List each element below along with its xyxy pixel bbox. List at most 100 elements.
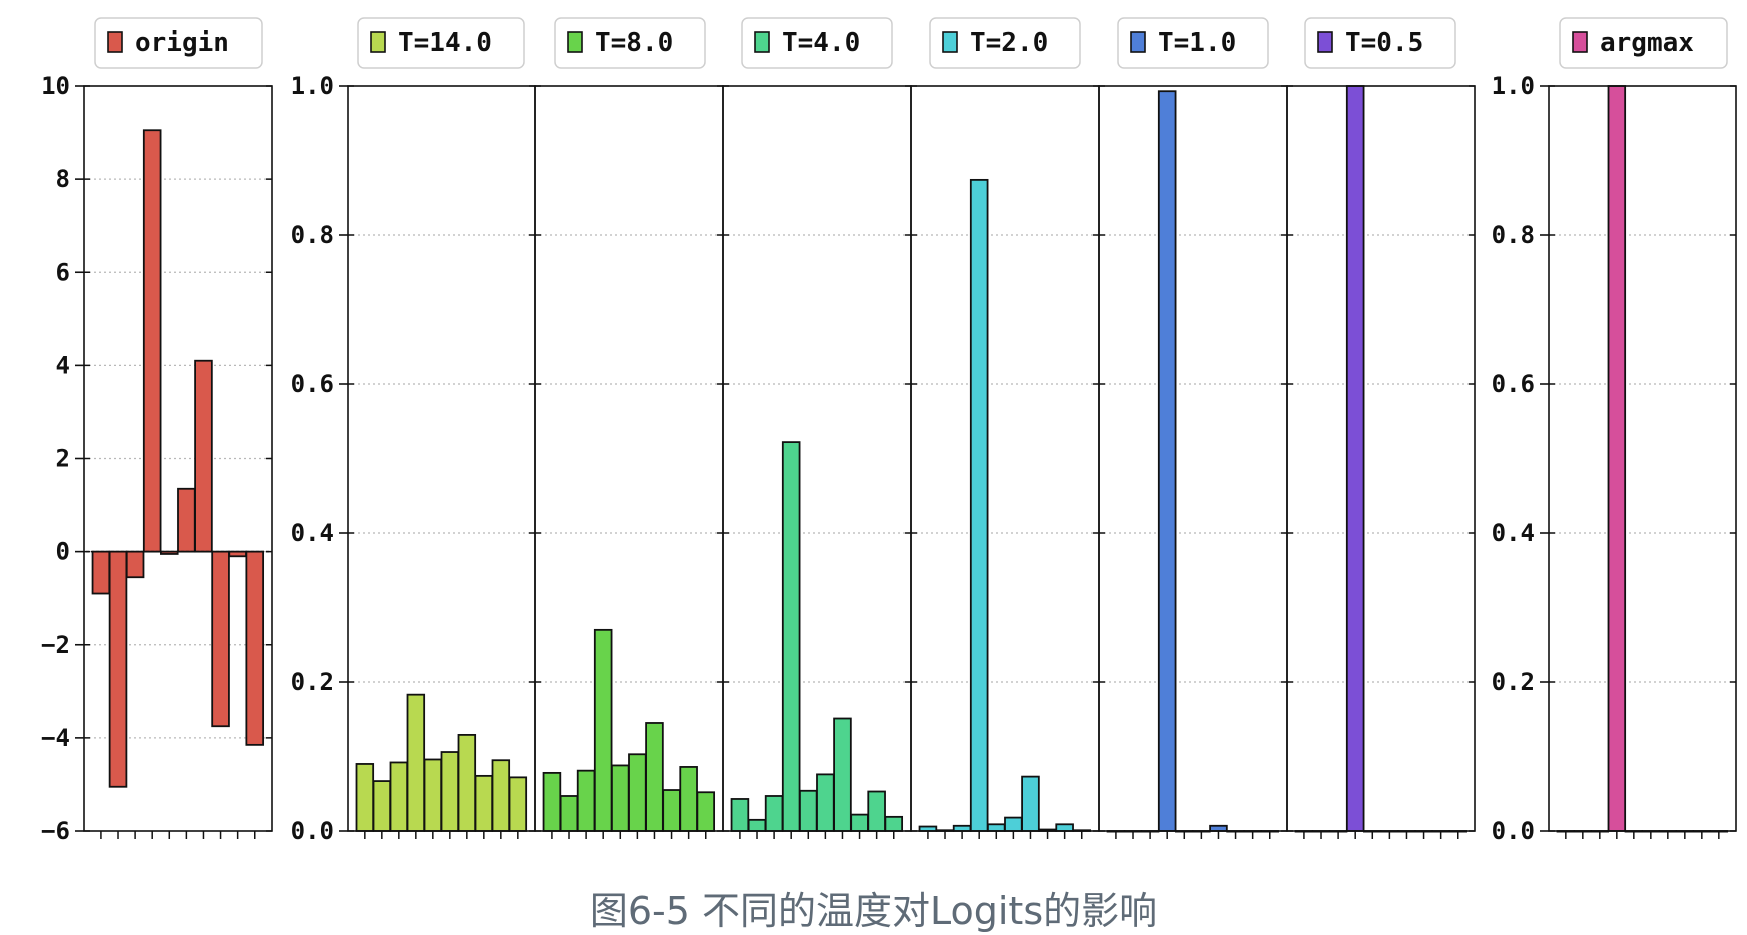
panel-frame-8 (1548, 85, 1737, 832)
bar-7-4 (1345, 85, 1365, 832)
bar-2-8 (474, 774, 494, 832)
y-tick-label-1-2: −4 (41, 724, 70, 752)
bar-1-2 (108, 550, 128, 788)
legend-box-5 (929, 17, 1081, 69)
bar-5-6 (1004, 816, 1023, 832)
bar-2-6 (440, 751, 460, 832)
legend-swatch-5 (942, 31, 958, 53)
legend-swatch-6 (1130, 31, 1146, 53)
legend-box-3 (554, 17, 706, 69)
panel-frame-3 (534, 85, 724, 832)
y-tick-label-1-3: −2 (41, 631, 70, 659)
legend-label-8: argmax (1600, 28, 1694, 58)
legend-swatch-8 (1572, 31, 1588, 53)
panel-frame-2 (347, 85, 536, 832)
panel-frame-6 (1098, 85, 1288, 832)
panel-frame-7 (1286, 85, 1476, 832)
panel-frame-1 (83, 85, 273, 832)
bar-2-9 (491, 759, 511, 832)
bar-8-4 (1607, 85, 1627, 832)
y-tick-label-1-9: 10 (41, 72, 70, 100)
y-tick-label-1-4: 0 (56, 538, 70, 566)
bar-1-4 (142, 129, 162, 553)
bar-6-4 (1157, 90, 1177, 832)
y-tick-label-2-1: 0.0 (291, 817, 334, 845)
bar-4-7 (833, 717, 852, 832)
bar-2-1 (355, 763, 375, 832)
legend-box-7 (1304, 17, 1456, 69)
legend-box-1 (94, 17, 263, 69)
y-tick-label-1-6: 4 (56, 351, 70, 379)
bar-1-8 (211, 550, 230, 728)
bar-3-1 (542, 771, 562, 832)
legend-swatch-4 (754, 31, 770, 53)
y-tick-label-8-2: 0.2 (1492, 668, 1535, 696)
y-tick-label-2-3: 0.4 (291, 519, 334, 547)
legend-swatch-3 (567, 31, 583, 53)
legend-swatch-1 (107, 31, 123, 53)
bar-3-3 (576, 769, 596, 832)
y-tick-label-8-6: 1.0 (1492, 72, 1535, 100)
bar-3-10 (696, 791, 716, 832)
legend-box-8 (1559, 17, 1728, 69)
bar-1-1 (91, 550, 111, 595)
bar-1-6 (177, 487, 196, 553)
bar-4-5 (799, 789, 818, 832)
legend-label-1: origin (135, 28, 229, 58)
bar-5-5 (987, 823, 1006, 832)
y-tick-label-1-5: 2 (56, 445, 70, 473)
bar-1-7 (194, 359, 213, 553)
bar-4-2 (747, 818, 767, 832)
bar-4-6 (816, 773, 835, 832)
bar-3-8 (662, 789, 681, 832)
bar-4-3 (764, 795, 784, 832)
legend-label-7: T=0.5 (1345, 28, 1423, 58)
legend-label-5: T=2.0 (970, 28, 1048, 58)
legend-label-3: T=8.0 (595, 28, 673, 58)
y-tick-label-8-1: 0.0 (1492, 817, 1535, 845)
y-tick-label-1-7: 6 (56, 258, 70, 286)
bar-3-2 (559, 795, 579, 832)
legend-label-2: T=14.0 (398, 28, 492, 58)
bar-4-10 (884, 815, 904, 832)
y-tick-label-2-4: 0.6 (291, 370, 334, 398)
bar-4-9 (867, 790, 886, 832)
figure-caption: 图6-5 不同的温度对Logits的影响 (589, 889, 1158, 933)
bar-1-3 (125, 550, 145, 579)
y-tick-label-8-3: 0.4 (1492, 519, 1535, 547)
bar-1-10 (245, 550, 265, 746)
legend-box-6 (1117, 17, 1269, 69)
bar-2-4 (406, 693, 426, 832)
bar-2-10 (508, 776, 528, 832)
y-tick-label-1-1: −6 (41, 817, 70, 845)
bar-2-3 (389, 761, 409, 832)
bar-5-7 (1021, 775, 1040, 832)
bar-4-1 (730, 798, 750, 832)
bar-2-2 (372, 780, 392, 832)
legend-swatch-7 (1317, 31, 1333, 53)
bar-2-7 (457, 733, 477, 832)
legend-label-4: T=4.0 (782, 28, 860, 58)
bar-3-5 (611, 764, 630, 832)
y-tick-label-8-5: 0.8 (1492, 221, 1535, 249)
bar-2-5 (423, 758, 443, 832)
bar-1-5 (160, 550, 179, 555)
y-tick-label-2-2: 0.2 (291, 668, 334, 696)
y-tick-label-8-4: 0.6 (1492, 370, 1535, 398)
legend-box-2 (357, 17, 525, 69)
bar-3-7 (645, 722, 664, 832)
panel-frame-5 (910, 85, 1100, 832)
bar-4-8 (850, 813, 869, 832)
legend-box-4 (741, 17, 893, 69)
bar-3-9 (679, 766, 698, 832)
bar-5-9 (1055, 823, 1074, 832)
y-tick-label-2-5: 0.8 (291, 221, 334, 249)
y-tick-label-1-8: 8 (56, 165, 70, 193)
bar-5-4 (969, 178, 989, 832)
y-tick-label-2-6: 1.0 (291, 72, 334, 100)
panel-frame-4 (722, 85, 912, 832)
legend-label-6: T=1.0 (1158, 28, 1236, 58)
bar-4-4 (781, 441, 801, 832)
bar-3-6 (628, 753, 647, 832)
